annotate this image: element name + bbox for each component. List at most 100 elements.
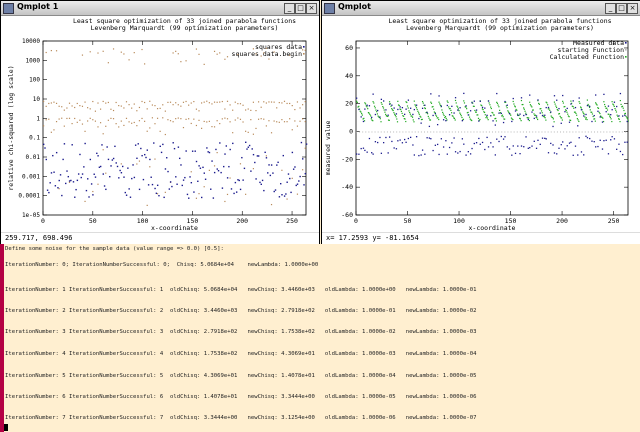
data-point — [255, 53, 257, 55]
data-point — [540, 110, 543, 112]
data-point — [278, 121, 280, 123]
data-point — [294, 108, 296, 111]
qmplot-window-1[interactable]: Qmplot 1 _ □ × Least square optimization… — [0, 0, 320, 245]
data-point — [420, 116, 422, 118]
data-point — [465, 106, 467, 108]
data-point — [107, 62, 109, 64]
data-point — [552, 118, 554, 120]
data-point — [618, 115, 620, 117]
data-point — [385, 136, 387, 139]
terminal-output[interactable] — [0, 244, 640, 432]
data-point — [538, 102, 540, 105]
data-point — [403, 118, 405, 120]
data-point — [304, 147, 306, 149]
legend-entry: Calculated Function — [550, 53, 624, 61]
title-bar[interactable]: Qmplot _ □ × — [322, 1, 640, 16]
minimize-button[interactable]: _ — [284, 3, 295, 14]
data-point — [53, 101, 55, 103]
x-tick-label: 200 — [556, 217, 568, 225]
data-point — [533, 140, 535, 142]
data-point — [356, 131, 357, 133]
data-point — [263, 52, 265, 54]
minimize-button[interactable]: _ — [605, 3, 616, 14]
data-point — [278, 196, 281, 198]
data-point — [206, 121, 208, 123]
data-point — [485, 117, 487, 119]
data-point — [492, 146, 494, 148]
data-point — [419, 115, 421, 117]
data-point — [551, 116, 553, 118]
data-point — [299, 175, 301, 178]
data-point — [85, 189, 88, 192]
data-point — [146, 149, 149, 151]
data-point — [467, 131, 469, 133]
data-point — [58, 179, 60, 182]
data-point — [371, 119, 373, 121]
data-point — [114, 145, 116, 148]
terminal-line: Define some noise for the sample data (v… — [5, 246, 224, 252]
data-point — [595, 94, 597, 96]
window-menu-icon[interactable] — [3, 3, 14, 14]
data-point — [260, 55, 262, 57]
data-point — [432, 114, 434, 117]
data-point — [372, 153, 374, 155]
data-point — [463, 143, 465, 145]
data-point — [570, 103, 572, 105]
data-point — [58, 188, 60, 190]
qmplot-window-2[interactable]: Qmplot _ □ × Least square optimization o… — [321, 0, 640, 245]
x-tick-label: 150 — [505, 217, 517, 225]
title-bar[interactable]: Qmplot 1 _ □ × — [1, 1, 319, 16]
maximize-button[interactable]: □ — [616, 3, 627, 14]
data-point — [498, 112, 500, 114]
data-point — [553, 152, 556, 154]
data-point — [137, 143, 139, 145]
data-point — [561, 117, 563, 119]
data-point — [287, 173, 290, 175]
data-point — [586, 99, 588, 101]
chi-squared-plot[interactable]: Least square optimization of 33 joined p… — [1, 15, 319, 233]
data-point — [273, 51, 275, 53]
measured-value-plot[interactable]: Least square optimization of 33 joined p… — [322, 15, 640, 233]
data-point — [479, 143, 481, 145]
data-point — [558, 147, 560, 149]
data-point — [627, 120, 629, 122]
data-point — [372, 120, 374, 122]
data-point — [524, 110, 526, 112]
data-point — [76, 121, 78, 123]
data-point — [487, 119, 489, 121]
data-point — [591, 140, 593, 142]
chart-title: Least square optimization of 33 joined p… — [73, 17, 296, 25]
data-point — [525, 136, 527, 138]
close-button[interactable]: × — [627, 3, 638, 14]
data-point — [225, 145, 228, 147]
data-point — [450, 112, 453, 114]
data-point — [377, 109, 379, 112]
data-point — [555, 106, 558, 109]
data-point — [578, 120, 580, 123]
data-point — [272, 172, 274, 174]
data-point — [461, 116, 463, 119]
data-point — [432, 149, 434, 152]
data-point — [250, 170, 252, 172]
data-point — [528, 117, 530, 119]
data-point — [438, 153, 440, 156]
data-point — [531, 106, 533, 108]
data-point — [239, 118, 242, 120]
data-point — [270, 164, 273, 166]
data-point — [268, 120, 270, 122]
close-button[interactable]: × — [306, 3, 317, 14]
data-point — [372, 101, 374, 103]
maximize-button[interactable]: □ — [295, 3, 306, 14]
data-point — [546, 102, 548, 104]
data-point — [216, 120, 218, 122]
data-point — [163, 196, 165, 199]
y-tick-label: 0.001 — [22, 173, 40, 180]
data-point — [71, 105, 73, 107]
data-point — [300, 141, 303, 144]
window-menu-icon[interactable] — [324, 3, 335, 14]
data-point — [605, 139, 607, 141]
data-point — [596, 104, 598, 106]
data-point — [76, 179, 79, 182]
data-point — [576, 118, 578, 120]
data-point — [583, 113, 585, 115]
